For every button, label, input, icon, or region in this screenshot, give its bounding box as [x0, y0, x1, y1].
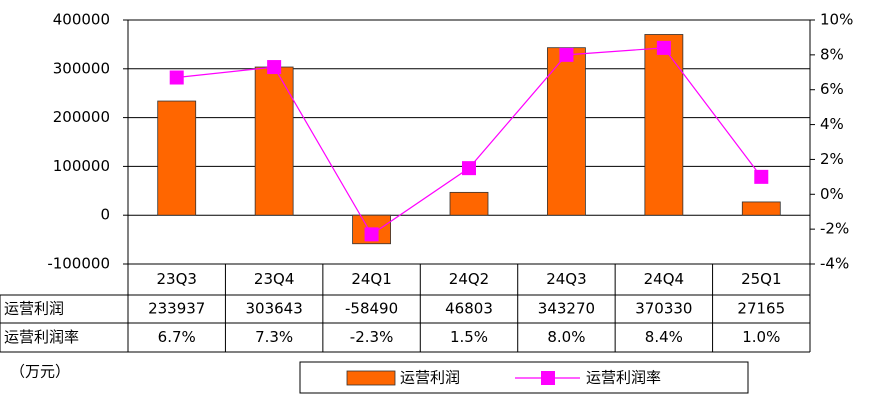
x-tick-label: 25Q1 [741, 270, 781, 288]
marker [462, 161, 476, 176]
table-value: 8.4% [645, 328, 683, 346]
y2-tick-label: -4% [820, 255, 849, 273]
table-value: 7.3% [255, 328, 293, 346]
bar [644, 34, 684, 216]
table-value: 6.7% [158, 328, 196, 346]
marker [559, 47, 574, 62]
bar [449, 191, 489, 216]
legend-box [299, 361, 749, 394]
table-value: -58490 [345, 300, 398, 318]
y2-tick-label: 4% [820, 115, 844, 133]
x-tick-label: 24Q4 [644, 270, 684, 288]
marker [754, 169, 769, 184]
y-tick-label: -100000 [47, 255, 110, 273]
bar [254, 66, 294, 216]
y2-tick-label: 8% [820, 45, 844, 63]
table-value: 1.0% [742, 328, 780, 346]
table-value: 1.5% [450, 328, 488, 346]
x-tick-label: 24Q1 [351, 270, 391, 288]
y2-tick-label: 2% [820, 150, 844, 168]
table-value: 46803 [445, 300, 493, 318]
y-tick-label: 400000 [53, 11, 110, 29]
y2-tick-label: 0% [820, 185, 844, 203]
x-tick-label: 24Q2 [449, 270, 489, 288]
row-label: 运营利润率 [4, 328, 79, 346]
bar [547, 47, 586, 216]
unit-note: （万元） [10, 363, 70, 381]
legend-swatch [541, 371, 555, 385]
bar [157, 100, 197, 216]
table-value: 233937 [148, 300, 205, 318]
marker [364, 227, 379, 242]
legend-label: 运营利润率 [586, 369, 661, 387]
x-tick-label: 23Q3 [156, 270, 196, 288]
y-tick-label: 200000 [53, 108, 110, 126]
x-tick-label: 24Q3 [546, 270, 586, 288]
marker [169, 70, 184, 85]
row-label: 运营利润 [4, 300, 64, 318]
y2-tick-label: 10% [820, 11, 853, 29]
table-value: -2.3% [350, 328, 394, 346]
y-tick-label: 300000 [53, 59, 110, 77]
table-value: 343270 [538, 300, 595, 318]
legend-swatch [346, 370, 396, 386]
y-tick-label: 0 [100, 206, 110, 224]
table-value: 303643 [246, 300, 303, 318]
x-tick-label: 23Q4 [254, 270, 294, 288]
table-value: 27165 [737, 300, 785, 318]
table-value: 8.0% [547, 328, 585, 346]
legend-label: 运营利润 [400, 369, 460, 387]
y-tick-label: 100000 [53, 157, 110, 175]
marker [656, 40, 671, 55]
y2-tick-label: -2% [820, 220, 849, 238]
y2-tick-label: 6% [820, 80, 844, 98]
bar [741, 201, 781, 216]
marker [267, 60, 282, 75]
table-value: 370330 [635, 300, 692, 318]
